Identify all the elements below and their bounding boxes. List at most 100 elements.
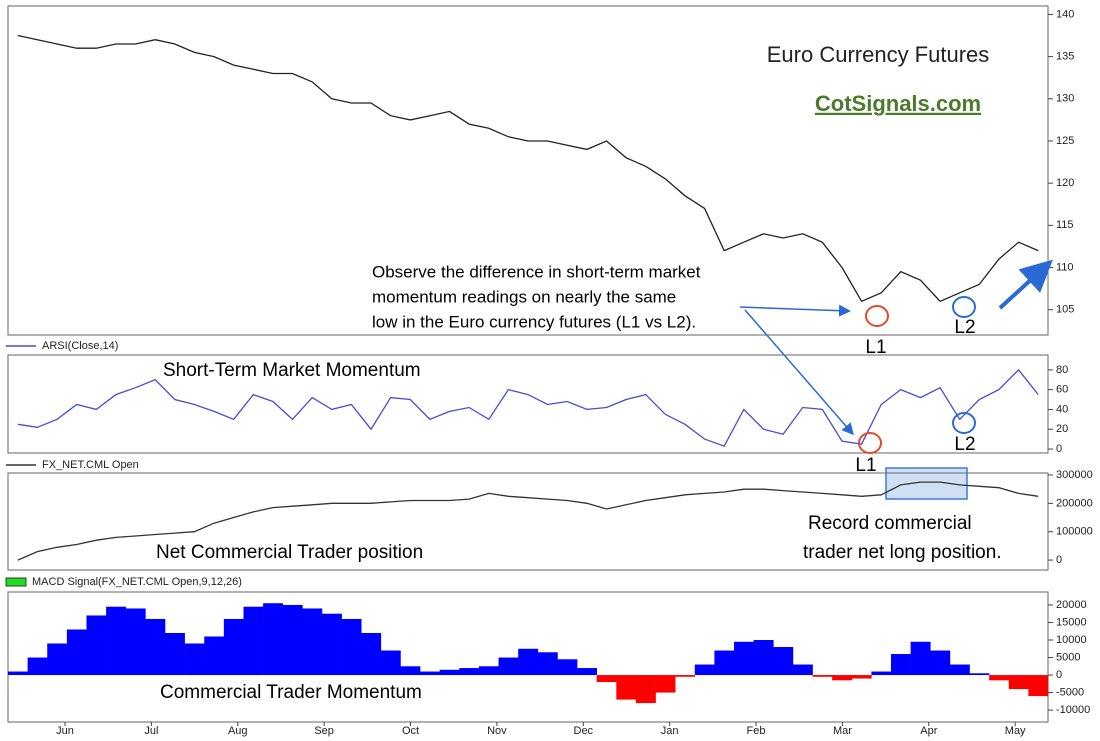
y-tick-label: 10000: [1056, 634, 1087, 646]
series-line: [17, 481, 1039, 561]
circle-l1: [858, 432, 882, 454]
circle-l1: [865, 305, 889, 327]
annotation: L1: [855, 455, 876, 476]
marks: 105 110 115 120 125 130 135 140 0 20 40 60 80 ARSI(Cl…: [5, 5, 1093, 737]
y-tick-label: 5000: [1056, 651, 1080, 663]
bar: [949, 664, 970, 676]
bar: [341, 618, 362, 676]
bar: [655, 675, 676, 693]
bar: [164, 632, 185, 676]
y-tick-label: 300000: [1056, 469, 1093, 481]
bar: [675, 675, 696, 677]
legend-swatch: [5, 577, 27, 587]
bar: [734, 641, 754, 676]
y-tick-label: 105: [1056, 304, 1074, 316]
bar: [930, 650, 951, 676]
y-tick-label: -5000: [1056, 686, 1084, 698]
bar: [400, 666, 421, 676]
bar: [694, 664, 715, 676]
x-tick-label: Feb: [747, 725, 766, 737]
bar: [302, 608, 323, 676]
y-tick-label: 20000: [1056, 599, 1087, 611]
bar: [223, 618, 244, 676]
annotation: trader net long position.: [803, 542, 1002, 563]
y-tick-label: -10000: [1056, 704, 1090, 716]
y-tick-label: 125: [1056, 135, 1074, 147]
bar: [812, 675, 833, 677]
site-label: CotSignals.com: [815, 91, 981, 116]
series-line: [17, 34, 1039, 303]
x-tick-label: Mar: [833, 725, 852, 737]
bar: [380, 650, 401, 676]
bar: [714, 650, 735, 676]
x-tick-label: Apr: [920, 725, 937, 737]
bar: [635, 675, 656, 704]
arrow: [739, 304, 851, 317]
y-tick-label: 200000: [1056, 497, 1093, 509]
bar: [557, 659, 578, 676]
bar: [106, 606, 127, 676]
y-tick-label: 140: [1056, 8, 1074, 20]
x-tick-label: Aug: [228, 725, 248, 737]
bar: [47, 643, 68, 676]
annotation: momentum readings on nearly the same: [372, 287, 676, 306]
y-tick-label: 100000: [1056, 526, 1093, 538]
bar: [86, 615, 107, 676]
bar: [459, 668, 480, 676]
x-tick-label: May: [1005, 725, 1026, 737]
bar: [792, 664, 813, 676]
y-tick-label: 130: [1056, 93, 1074, 105]
circle-l2: [952, 412, 976, 434]
y-tick-label: 115: [1056, 219, 1074, 231]
y-tick-label: 80: [1056, 364, 1068, 376]
annotation: Record commercial: [808, 513, 972, 534]
circle-l2: [952, 296, 976, 318]
bar: [361, 632, 382, 676]
x-tick-label: Dec: [574, 725, 594, 737]
panel-title: Commercial Trader Momentum: [160, 682, 422, 703]
y-tick-label: 110: [1056, 261, 1074, 273]
bar: [1008, 675, 1029, 690]
bar: [910, 641, 931, 676]
x-tick-label: Sep: [314, 725, 334, 737]
arrow: [998, 259, 1053, 310]
bar: [537, 652, 558, 676]
y-tick-label: 20: [1056, 423, 1068, 435]
bar: [871, 671, 892, 676]
legend-label: ARSI(Close,14): [42, 340, 118, 352]
bar: [989, 675, 1010, 681]
panel-frame: [7, 5, 1049, 336]
bar: [243, 606, 264, 676]
bar: [832, 675, 853, 681]
bar: [518, 648, 539, 676]
legend-label: FX_NET.CML Open: [42, 459, 139, 471]
y-tick-label: 120: [1056, 177, 1074, 189]
panel-frame: [7, 591, 1049, 723]
bar: [773, 647, 794, 676]
y-tick-label: 135: [1056, 51, 1074, 63]
bar: [1028, 675, 1049, 697]
bar: [263, 603, 284, 676]
bar: [851, 675, 872, 679]
bar: [420, 671, 440, 676]
bar: [204, 636, 225, 676]
bar: [66, 629, 87, 676]
arrow: [744, 309, 854, 436]
y-tick-label: 0: [1056, 669, 1062, 681]
legend-label: MACD Signal(FX_NET.CML Open,9,12,26): [32, 576, 242, 588]
x-tick-label: Nov: [487, 725, 507, 737]
bar: [8, 671, 28, 676]
bar: [616, 675, 637, 700]
annotation: L2: [954, 317, 975, 338]
bar: [439, 669, 460, 676]
panel-frame: [7, 354, 1049, 454]
series-line: [17, 368, 1039, 447]
panel-title: Short-Term Market Momentum: [163, 360, 421, 381]
annotation: L2: [954, 434, 975, 455]
x-tick-label: Jul: [144, 725, 158, 737]
bar: [27, 657, 48, 676]
bar: [753, 640, 774, 676]
bar: [478, 666, 499, 676]
x-tick-label: Jun: [56, 725, 74, 737]
